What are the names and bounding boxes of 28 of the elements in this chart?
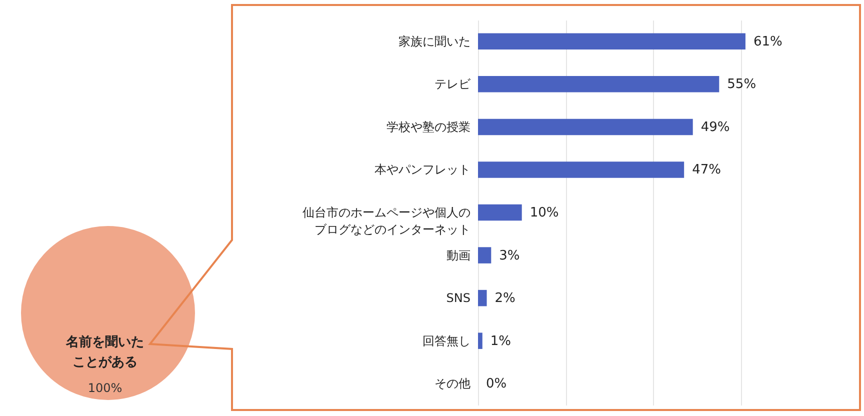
y-tick-label: 学校や塾の授業 (386, 120, 470, 134)
bar (478, 118, 693, 136)
data-label: 47% (692, 162, 721, 178)
y-tick-label: 回答無し (422, 334, 470, 348)
y-tick-label: SNS (446, 291, 470, 306)
bar (478, 162, 684, 178)
data-label: 2% (494, 291, 516, 306)
data-label: 10% (530, 206, 559, 220)
y-tick-label: その他 (434, 376, 470, 391)
bar (478, 33, 746, 50)
bar (478, 247, 492, 264)
y-tick-label: 本やパンフレット (374, 162, 470, 177)
y-tick-label: 仙台市のホームページや個人のブログなどのインターネット (302, 206, 470, 236)
y-tick-label: テレビ (434, 77, 472, 92)
data-label: 1% (490, 334, 512, 349)
data-label: 61% (753, 34, 782, 50)
data-label: 55% (727, 77, 756, 92)
bar (478, 290, 487, 306)
bar (478, 76, 720, 92)
y-tick-label: 動画 (446, 248, 470, 262)
data-label: 0% (486, 376, 507, 392)
slice-label: 名前を聞いたことがある (65, 335, 144, 370)
data-label: 100% (88, 381, 122, 395)
y-tick-label: 家族に聞いた (398, 34, 470, 48)
data-label: 49% (700, 120, 730, 135)
data-label: 3% (499, 248, 520, 264)
bar (478, 204, 522, 221)
bar (478, 332, 482, 349)
